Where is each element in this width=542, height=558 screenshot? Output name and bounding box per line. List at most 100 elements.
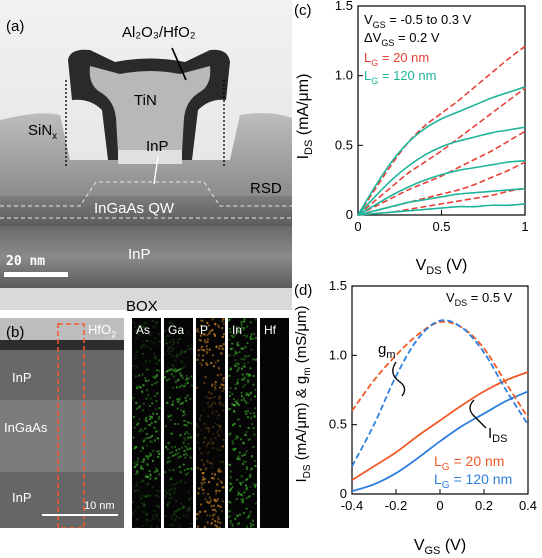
eds-speckle bbox=[134, 375, 137, 378]
eds-speckle bbox=[207, 324, 210, 327]
eds-speckle bbox=[152, 341, 155, 344]
eds-speckle bbox=[247, 354, 250, 357]
eds-speckle bbox=[206, 442, 209, 445]
eds-speckle bbox=[168, 396, 171, 399]
eds-speckle bbox=[133, 510, 136, 513]
eds-speckle bbox=[151, 375, 154, 378]
eds-speckle bbox=[173, 332, 176, 335]
eds-speckle bbox=[190, 497, 193, 500]
eds-speckle bbox=[242, 386, 245, 389]
eds-speckle bbox=[140, 324, 143, 327]
eds-speckle bbox=[176, 407, 179, 410]
eds-speckle bbox=[219, 521, 222, 524]
x-tick-label: -0.2 bbox=[385, 498, 407, 513]
eds-speckle bbox=[199, 339, 202, 342]
eds-speckle bbox=[149, 418, 152, 421]
eds-speckle bbox=[235, 352, 238, 355]
eds-speckle bbox=[187, 442, 190, 445]
eds-speckle bbox=[213, 365, 216, 368]
ingaas-label: InGaAs bbox=[4, 420, 48, 435]
eds-speckle bbox=[236, 364, 239, 367]
eds-speckle bbox=[199, 362, 202, 365]
eds-speckle bbox=[136, 366, 139, 369]
eds-speckle bbox=[139, 386, 142, 389]
eds-speckle bbox=[237, 344, 240, 347]
top-inp-label: InP bbox=[12, 370, 32, 385]
eds-speckle bbox=[166, 504, 169, 507]
eds-speckle bbox=[142, 458, 145, 461]
eds-speckle bbox=[155, 420, 158, 423]
eds-speckle bbox=[229, 482, 232, 485]
iv-curve bbox=[357, 45, 526, 216]
eds-speckle bbox=[134, 357, 137, 360]
eds-speckle bbox=[143, 329, 146, 332]
eds-speckle bbox=[202, 462, 205, 465]
eds-speckle bbox=[133, 490, 136, 493]
eds-speckle bbox=[213, 504, 216, 507]
eds-speckle bbox=[164, 370, 167, 373]
eds-speckle bbox=[153, 426, 156, 429]
x-tick-label: 0.5 bbox=[432, 219, 450, 234]
eds-speckle bbox=[215, 500, 218, 503]
eds-speckle bbox=[243, 491, 246, 494]
eds-speckle bbox=[183, 423, 186, 426]
eds-speckle bbox=[220, 481, 223, 484]
eds-speckle bbox=[178, 325, 181, 328]
eds-speckle bbox=[231, 486, 234, 489]
eds-speckle bbox=[153, 376, 156, 379]
eds-speckle bbox=[182, 514, 185, 517]
eds-speckle bbox=[241, 454, 244, 457]
eds-speckle bbox=[247, 361, 250, 364]
hfo2-label: HfO2 bbox=[88, 322, 116, 340]
eds-speckle bbox=[222, 318, 225, 321]
eds-speckle bbox=[245, 507, 248, 510]
eds-speckle bbox=[153, 510, 156, 513]
eds-speckle bbox=[199, 324, 202, 327]
eds-speckle bbox=[246, 325, 249, 328]
eds-speckle bbox=[236, 362, 239, 365]
y-axis-text-c: IDS (mA/μm) bbox=[295, 74, 315, 160]
eds-speckle bbox=[134, 354, 137, 357]
eds-speckle bbox=[169, 418, 172, 421]
eds-speckle bbox=[222, 445, 225, 448]
eds-speckle bbox=[211, 329, 214, 332]
eds-svg: As Ga P In Hf bbox=[132, 318, 289, 530]
eds-speckle bbox=[205, 348, 208, 351]
eds-speckle bbox=[254, 318, 257, 321]
eds-speckle bbox=[145, 416, 148, 419]
eds-speckle bbox=[138, 430, 141, 433]
eds-speckle bbox=[246, 527, 249, 530]
eds-speckle bbox=[214, 381, 217, 384]
eds-speckle bbox=[164, 471, 167, 474]
eds-speckle bbox=[206, 453, 209, 456]
eds-speckle bbox=[234, 387, 237, 390]
eds-speckle bbox=[184, 397, 187, 400]
eds-speckle bbox=[222, 343, 225, 346]
eds-speckle bbox=[172, 400, 175, 403]
eds-speckle bbox=[201, 483, 204, 486]
eds-speckle bbox=[240, 323, 243, 326]
eds-speckle bbox=[196, 358, 199, 361]
eds-speckle bbox=[238, 330, 241, 333]
eds-speckle bbox=[168, 497, 171, 500]
eds-speckle bbox=[183, 419, 186, 422]
eds-speckle bbox=[247, 427, 250, 430]
eds-speckle bbox=[234, 352, 237, 355]
tem-image-b: (b) HfO2 InP InGaAs InP 10 nm bbox=[0, 318, 124, 529]
eds-speckle bbox=[178, 508, 181, 511]
eds-speckle bbox=[169, 493, 172, 496]
eds-speckle bbox=[197, 492, 200, 495]
eds-speckle bbox=[249, 438, 252, 441]
eds-speckle bbox=[133, 426, 136, 429]
eds-speckle bbox=[203, 526, 206, 529]
eds-speckle bbox=[188, 507, 191, 510]
eds-speckle bbox=[219, 460, 222, 463]
eds-speckle bbox=[150, 422, 153, 425]
eds-speckle bbox=[145, 397, 148, 400]
dvgs-annotation: ΔVGS = 0.2 V bbox=[364, 30, 440, 48]
eds-speckle bbox=[221, 335, 224, 338]
y-tick-label: 1.5 bbox=[329, 278, 347, 293]
eds-speckle bbox=[247, 373, 250, 376]
eds-speckle bbox=[220, 344, 223, 347]
